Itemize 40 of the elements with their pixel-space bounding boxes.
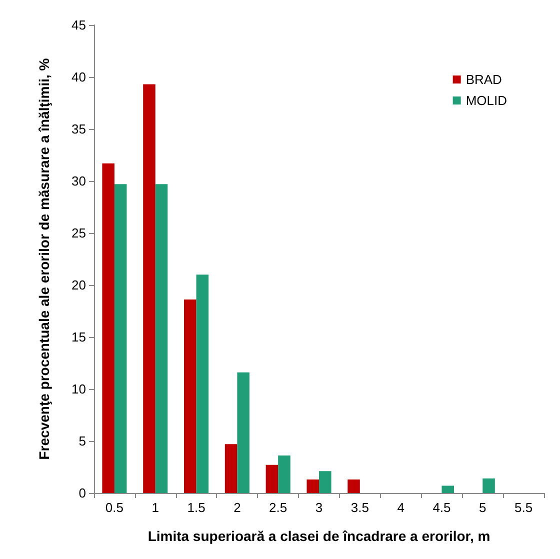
legend-label: BRAD	[466, 72, 502, 87]
bar	[319, 471, 332, 493]
bar	[102, 163, 114, 493]
bar	[184, 300, 196, 493]
y-tick-label: 5	[78, 434, 86, 448]
x-tick-label: 3	[315, 500, 323, 515]
legend-label: MOLID	[466, 93, 507, 108]
bar	[224, 444, 238, 493]
x-tick-label: 5	[479, 500, 486, 515]
bar	[442, 486, 454, 493]
x-tick-label: 1.5	[187, 500, 206, 515]
x-tick-label: 5.5	[514, 500, 533, 515]
y-tick-label: 10	[72, 382, 86, 396]
bar	[196, 274, 209, 493]
bar	[278, 456, 290, 493]
y-tick-label: 45	[72, 18, 86, 32]
x-axis-title: Limita superioară a clasei de încadrare a erorilor, m	[148, 528, 490, 544]
bar	[155, 184, 168, 493]
bar	[348, 479, 360, 493]
y-axis-title: Frecvenţe procentuale ale erorilor de măsurare a înălţimii, %	[36, 58, 52, 460]
x-tick-label: 2	[234, 500, 241, 515]
y-tick-label: 15	[72, 330, 86, 344]
y-tick-label: 0	[78, 486, 86, 500]
y-tick-label: 35	[72, 122, 86, 136]
x-tick-label: 1	[152, 500, 159, 515]
bar	[143, 84, 156, 493]
x-tick-label: 3.5	[350, 500, 369, 515]
x-tick-label: 4.5	[432, 500, 451, 515]
x-tick-label: 2.5	[269, 500, 288, 515]
bar	[266, 464, 278, 493]
y-tick-label: 40	[72, 70, 86, 84]
y-tick-label: 25	[72, 226, 86, 240]
y-tick-label: 20	[72, 278, 86, 292]
bar	[306, 479, 319, 493]
y-tick-label: 30	[72, 174, 86, 188]
bar	[482, 478, 495, 493]
x-tick-label: 4	[397, 500, 404, 515]
x-tick-label: 0.5	[105, 500, 124, 515]
bar	[114, 184, 127, 493]
bar	[237, 372, 250, 493]
